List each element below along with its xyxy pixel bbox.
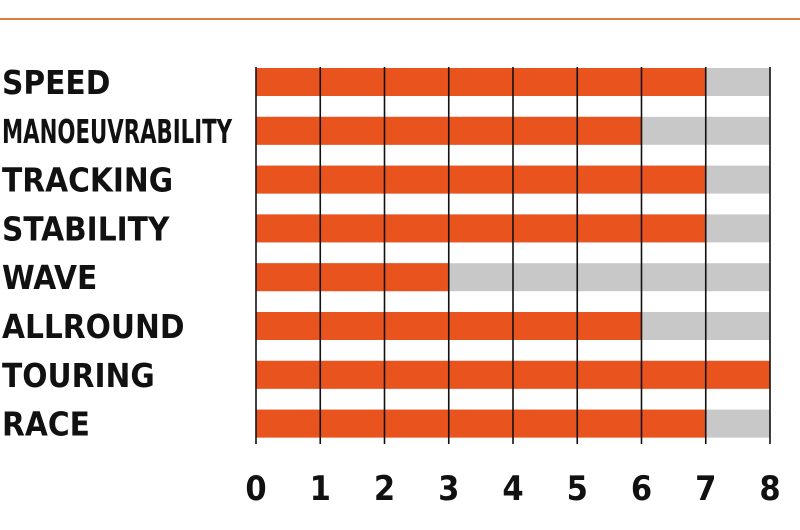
category-label-stability: STABILITY — [2, 209, 170, 248]
tick-label-0: 0 — [245, 469, 266, 509]
value-bar-stability — [256, 214, 706, 243]
category-labels: SPEED MANOEUVRABILITY TRACKING STABILITY WAV… — [2, 63, 232, 444]
category-label-speed: SPEED — [2, 63, 110, 102]
tick-label-8: 8 — [759, 469, 780, 509]
value-bar-tracking — [256, 165, 706, 194]
tick-label-6: 6 — [631, 469, 652, 509]
axis-tick-labels: 0 1 2 3 4 5 6 7 8 — [245, 469, 780, 509]
category-label-race: RACE — [2, 405, 90, 444]
tick-label-1: 1 — [310, 469, 331, 509]
tick-label-7: 7 — [695, 469, 716, 509]
value-bar-speed — [256, 68, 706, 96]
tick-label-4: 4 — [502, 469, 523, 509]
value-bar-wave — [256, 263, 449, 292]
tick-label-5: 5 — [567, 469, 588, 509]
value-bar-race — [256, 409, 706, 438]
tick-label-3: 3 — [438, 469, 459, 509]
tick-label-2: 2 — [374, 469, 395, 509]
category-label-tracking: TRACKING — [2, 161, 173, 200]
category-label-manoeuvrability: MANOEUVRABILITY — [2, 112, 232, 151]
category-label-allround: ALLROUND — [2, 307, 185, 346]
gridlines — [255, 67, 771, 444]
category-label-wave: WAVE — [2, 258, 97, 297]
category-label-touring: TOURING — [2, 356, 155, 395]
